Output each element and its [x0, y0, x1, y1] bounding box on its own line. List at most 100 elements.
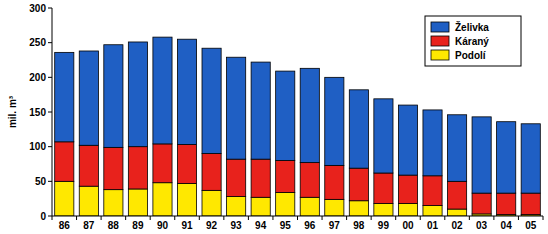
bar-segment [79, 186, 98, 216]
x-tick-label: 95 [280, 220, 292, 231]
x-tick [543, 216, 544, 220]
bar-segment [472, 117, 491, 193]
x-tick [125, 216, 126, 220]
x-tick-label: 91 [181, 220, 193, 231]
y-tick-label: 50 [35, 176, 47, 187]
x-tick-label: 88 [108, 220, 120, 231]
bar-segment [497, 122, 516, 193]
x-tick-label: 89 [132, 220, 144, 231]
y-axis [52, 8, 53, 216]
x-tick [444, 216, 445, 220]
x-tick-label: 87 [83, 220, 95, 231]
y-tick [48, 77, 52, 78]
y-axis-label: mil. m³ [7, 95, 18, 128]
x-tick [101, 216, 102, 220]
bar-segment [398, 175, 417, 203]
bar-segment [300, 197, 319, 216]
x-tick [150, 216, 151, 220]
bar-segment [374, 204, 393, 216]
bar-segment [227, 57, 246, 159]
x-tick-label: 92 [206, 220, 218, 231]
x-tick [297, 216, 298, 220]
y-tick-label: 0 [40, 211, 46, 222]
bar-segment [153, 183, 172, 216]
bar-segment [177, 145, 196, 184]
x-tick-label: 00 [402, 220, 414, 231]
bar-segment [325, 77, 344, 165]
bar-segment [128, 189, 147, 216]
y-tick [48, 42, 52, 43]
bar-segment [202, 48, 221, 153]
x-tick [174, 216, 175, 220]
x-tick-label: 93 [231, 220, 243, 231]
y-tick-label: 250 [29, 37, 46, 48]
legend-swatch [431, 36, 449, 46]
bar-segment [202, 190, 221, 216]
y-tick [48, 112, 52, 113]
y-tick-label: 200 [29, 72, 46, 83]
x-tick [223, 216, 224, 220]
x-tick [371, 216, 372, 220]
x-tick [469, 216, 470, 220]
bar-segment [55, 181, 74, 216]
legend-swatch [431, 22, 449, 32]
bar-segment [79, 51, 98, 145]
y-tick-label: 300 [29, 3, 46, 14]
bar-segment [398, 204, 417, 216]
x-tick-label: 98 [353, 220, 365, 231]
bar-segment [251, 62, 270, 159]
bar-segment [251, 197, 270, 216]
x-tick-label: 96 [304, 220, 316, 231]
x-tick [322, 216, 323, 220]
bar-segment [177, 183, 196, 216]
x-tick [518, 216, 519, 220]
bar-segment [349, 201, 368, 216]
bar-segment [423, 206, 442, 216]
bar-segment [79, 145, 98, 186]
x-tick-label: 94 [255, 220, 267, 231]
x-tick-label: 04 [501, 220, 513, 231]
bar-segment [55, 142, 74, 182]
x-tick [272, 216, 273, 220]
x-tick-label: 02 [452, 220, 464, 231]
x-tick-label: 90 [157, 220, 169, 231]
bar-segment [55, 52, 74, 141]
y-tick-label: 100 [29, 141, 46, 152]
bar-segment [521, 124, 540, 193]
legend-label: Podolí [455, 50, 487, 61]
x-tick-label: 99 [378, 220, 390, 231]
bar-segment [300, 68, 319, 162]
bar-segment [104, 190, 123, 216]
bar-segment [325, 165, 344, 199]
x-tick [248, 216, 249, 220]
bar-segment [153, 144, 172, 183]
bar-segment [177, 39, 196, 144]
bar-segment [227, 159, 246, 196]
bar-segment [104, 147, 123, 189]
bar-segment [251, 159, 270, 197]
legend-label: Želivka [455, 21, 489, 33]
legend-swatch [431, 50, 449, 60]
bar-segment [374, 173, 393, 204]
y-tick [48, 181, 52, 182]
x-tick [52, 216, 53, 220]
x-tick [199, 216, 200, 220]
x-tick [76, 216, 77, 220]
bar-segment [398, 105, 417, 175]
x-tick [420, 216, 421, 220]
bar-segment [300, 163, 319, 198]
legend-label: Káraný [455, 36, 489, 47]
bar-segment [374, 99, 393, 173]
x-tick-label: 03 [476, 220, 488, 231]
bar-segment [128, 42, 147, 147]
bar-segment [276, 71, 295, 160]
x-tick-label: 01 [427, 220, 439, 231]
bar-segment [423, 176, 442, 206]
x-tick-label: 05 [525, 220, 537, 231]
chart: 050100150200250300mil. m³868788899091929… [0, 0, 548, 234]
bar-segment [423, 110, 442, 176]
bar-segment [349, 90, 368, 168]
legend-box [425, 16, 521, 66]
bar-segment [227, 197, 246, 216]
x-tick-label: 97 [329, 220, 341, 231]
